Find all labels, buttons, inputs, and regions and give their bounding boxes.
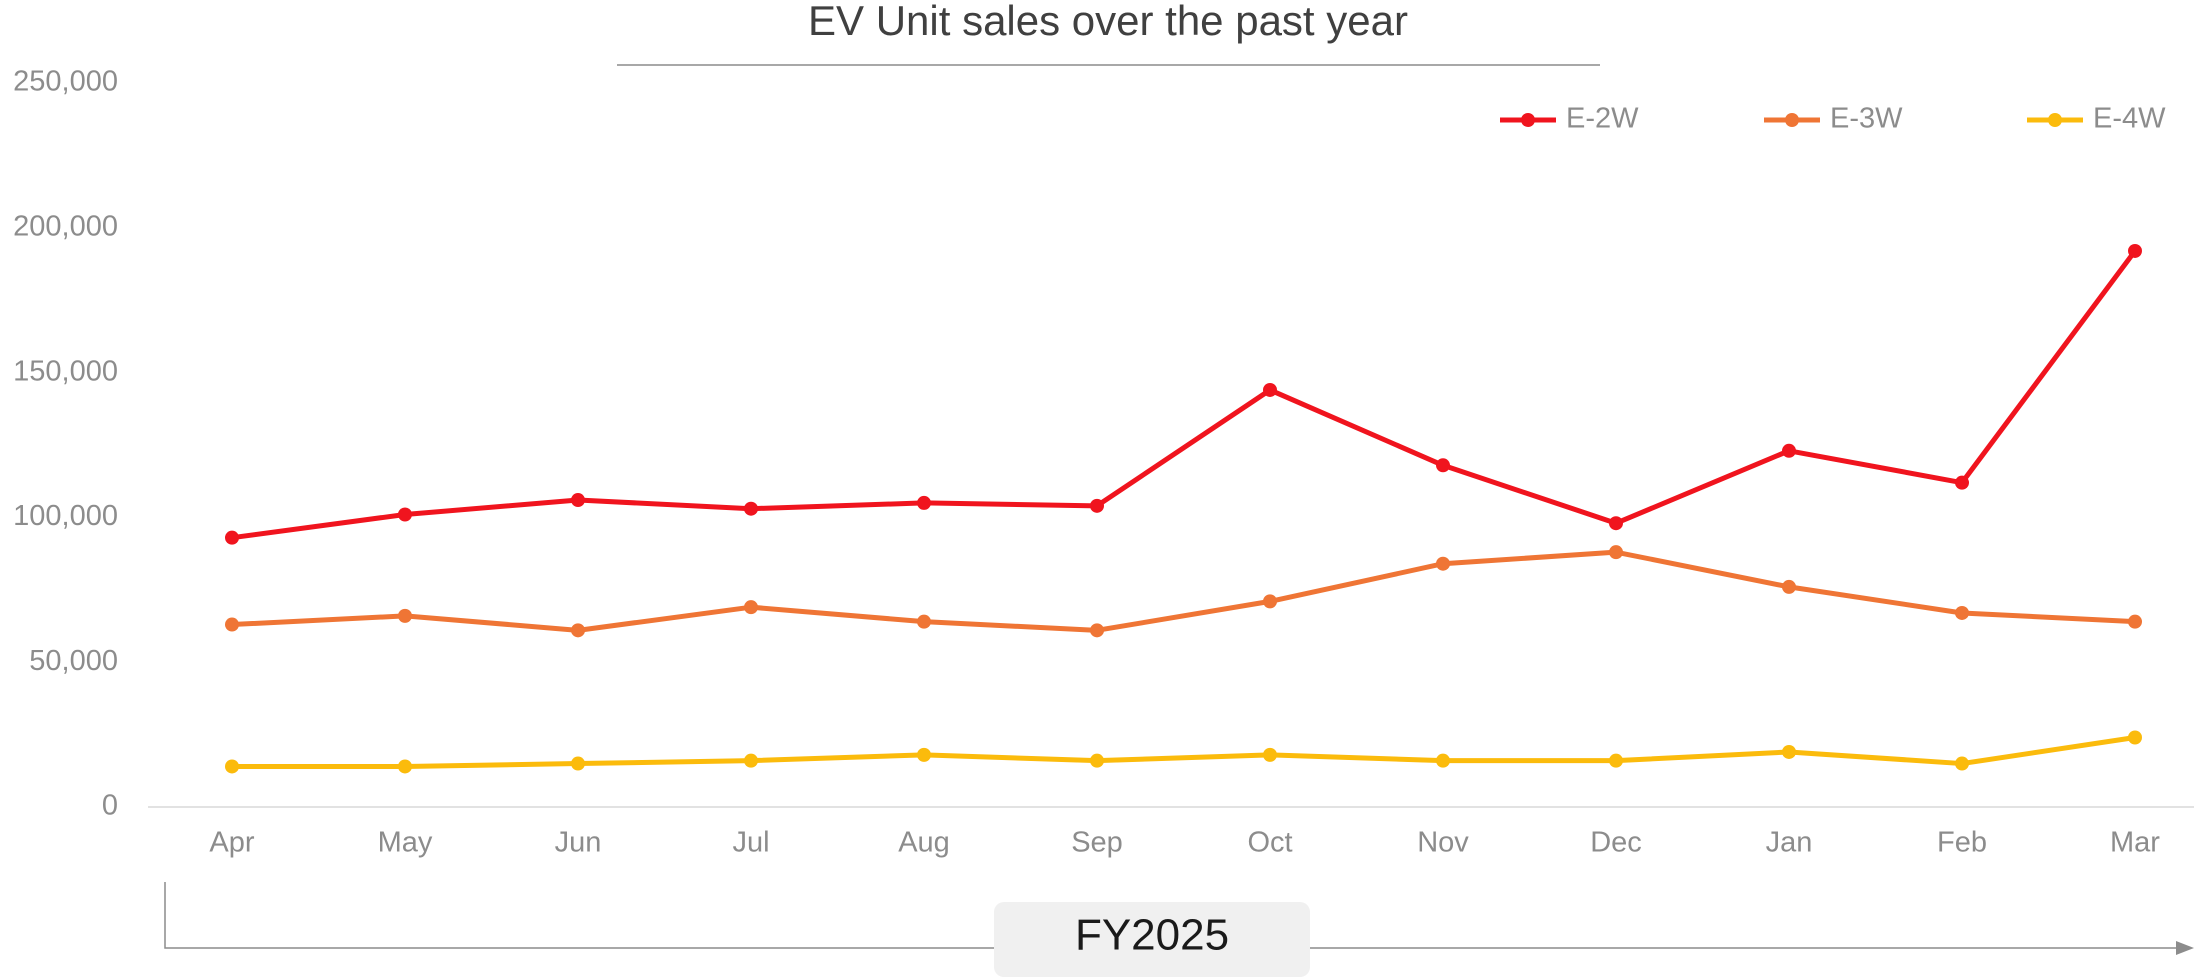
data-point — [1263, 382, 1277, 397]
y-tick-label: 0 — [102, 790, 118, 822]
chart-title: EV Unit sales over the past year — [808, 0, 1408, 44]
data-point — [398, 759, 412, 774]
x-tick-label: Dec — [1590, 827, 1642, 859]
y-tick-label: 100,000 — [13, 500, 118, 532]
x-tick-label: Apr — [209, 827, 254, 859]
data-point — [1263, 747, 1277, 762]
x-tick-label: May — [378, 827, 433, 859]
legend-marker — [2048, 113, 2062, 127]
data-point — [1782, 579, 1796, 594]
series-line — [231, 549, 2136, 633]
series-line — [232, 735, 2136, 769]
data-point — [744, 600, 758, 615]
data-point — [225, 530, 239, 545]
legend-marker — [1521, 113, 1535, 127]
data-point — [2128, 730, 2142, 745]
legend-label: E-3W — [1830, 103, 1903, 135]
data-point — [1609, 545, 1623, 560]
data-point — [1609, 516, 1623, 531]
x-tick-label: Aug — [898, 827, 950, 859]
x-tick-label: Jan — [1766, 827, 1813, 859]
data-point — [1090, 753, 1104, 768]
data-point — [571, 756, 585, 771]
x-tick-label: Mar — [2110, 827, 2160, 859]
group-arrow — [2176, 941, 2194, 955]
data-point — [1090, 623, 1104, 638]
y-tick-label: 200,000 — [13, 210, 118, 242]
data-point — [744, 501, 758, 516]
y-tick-label: 250,000 — [13, 66, 118, 98]
data-point — [225, 617, 239, 632]
data-point — [1782, 443, 1796, 458]
data-point — [1436, 556, 1450, 571]
data-point — [744, 753, 758, 768]
data-point — [398, 507, 412, 522]
series-line — [231, 249, 2138, 541]
legend-label: E-2W — [1566, 103, 1639, 135]
data-point — [1782, 744, 1796, 759]
data-point — [917, 495, 931, 510]
x-tick-label: Jun — [555, 827, 602, 859]
data-point — [917, 747, 931, 762]
x-tick-label: Sep — [1071, 827, 1123, 859]
x-tick-label: Nov — [1417, 827, 1469, 859]
data-point — [2128, 614, 2142, 629]
y-tick-label: 150,000 — [13, 355, 118, 387]
x-tick-label: Oct — [1247, 827, 1292, 859]
y-tick-label: 50,000 — [29, 645, 118, 677]
legend-label: E-4W — [2093, 103, 2166, 135]
group-box — [994, 902, 1310, 977]
group-bracket — [164, 882, 2180, 949]
data-point — [1955, 756, 1969, 771]
data-point — [1436, 753, 1450, 768]
x-tick-label: Feb — [1937, 827, 1987, 859]
data-point — [571, 623, 585, 638]
data-point — [1609, 753, 1623, 768]
data-point — [398, 608, 412, 623]
data-point — [1955, 475, 1969, 490]
data-point — [225, 759, 239, 774]
data-point — [571, 493, 585, 508]
x-tick-label: Jul — [732, 827, 769, 859]
legend-marker — [1785, 113, 1799, 127]
data-point — [1436, 458, 1450, 473]
data-point — [1090, 498, 1104, 513]
group-label: FY2025 — [1075, 911, 1229, 960]
data-point — [1263, 594, 1277, 609]
data-point — [2128, 243, 2142, 258]
data-point — [1955, 605, 1969, 620]
data-point — [917, 614, 931, 629]
